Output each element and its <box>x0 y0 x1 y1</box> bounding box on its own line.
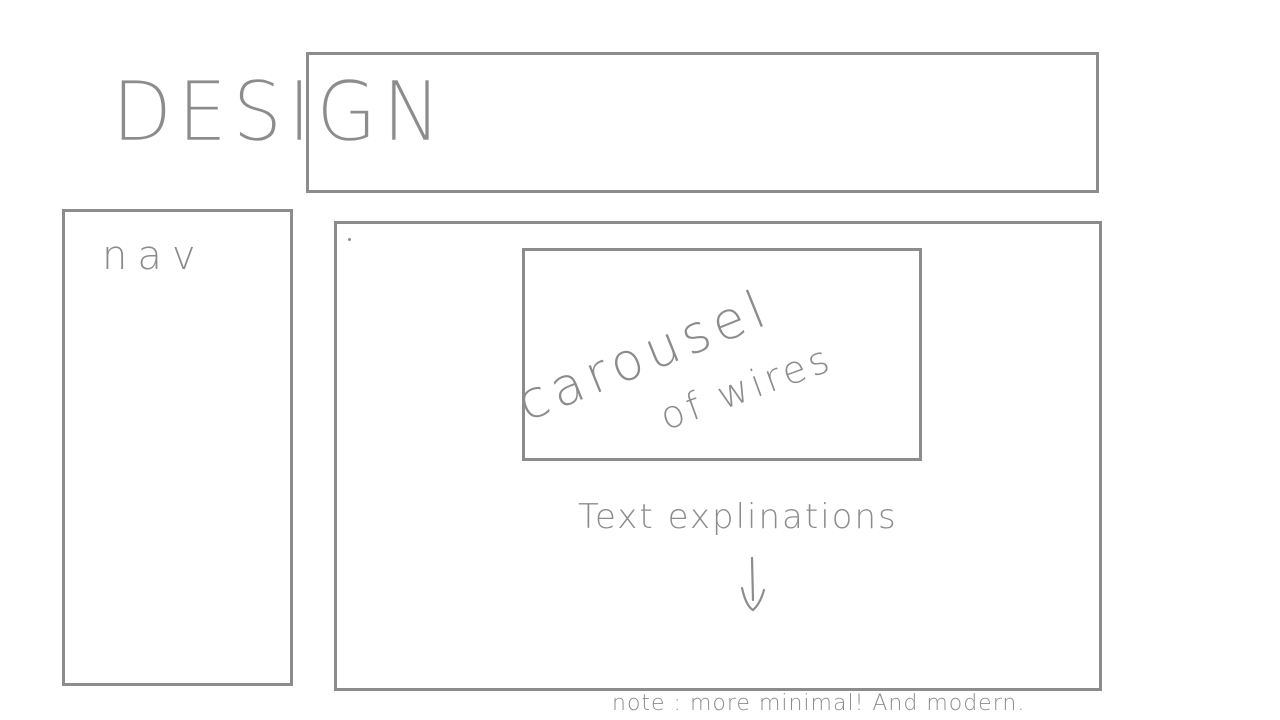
nav-box <box>62 209 293 686</box>
nav-label: nav <box>102 233 206 279</box>
design-note: note : more minimal! And modern. <box>612 691 1026 716</box>
carousel-box <box>522 248 922 461</box>
arrow-down-icon <box>740 556 766 612</box>
logo-text: DESIGN <box>112 65 447 160</box>
stray-dot <box>348 238 351 241</box>
text-explanations-label: Text explinations <box>578 497 898 537</box>
main-content-box <box>334 221 1102 691</box>
header-box <box>306 52 1099 193</box>
